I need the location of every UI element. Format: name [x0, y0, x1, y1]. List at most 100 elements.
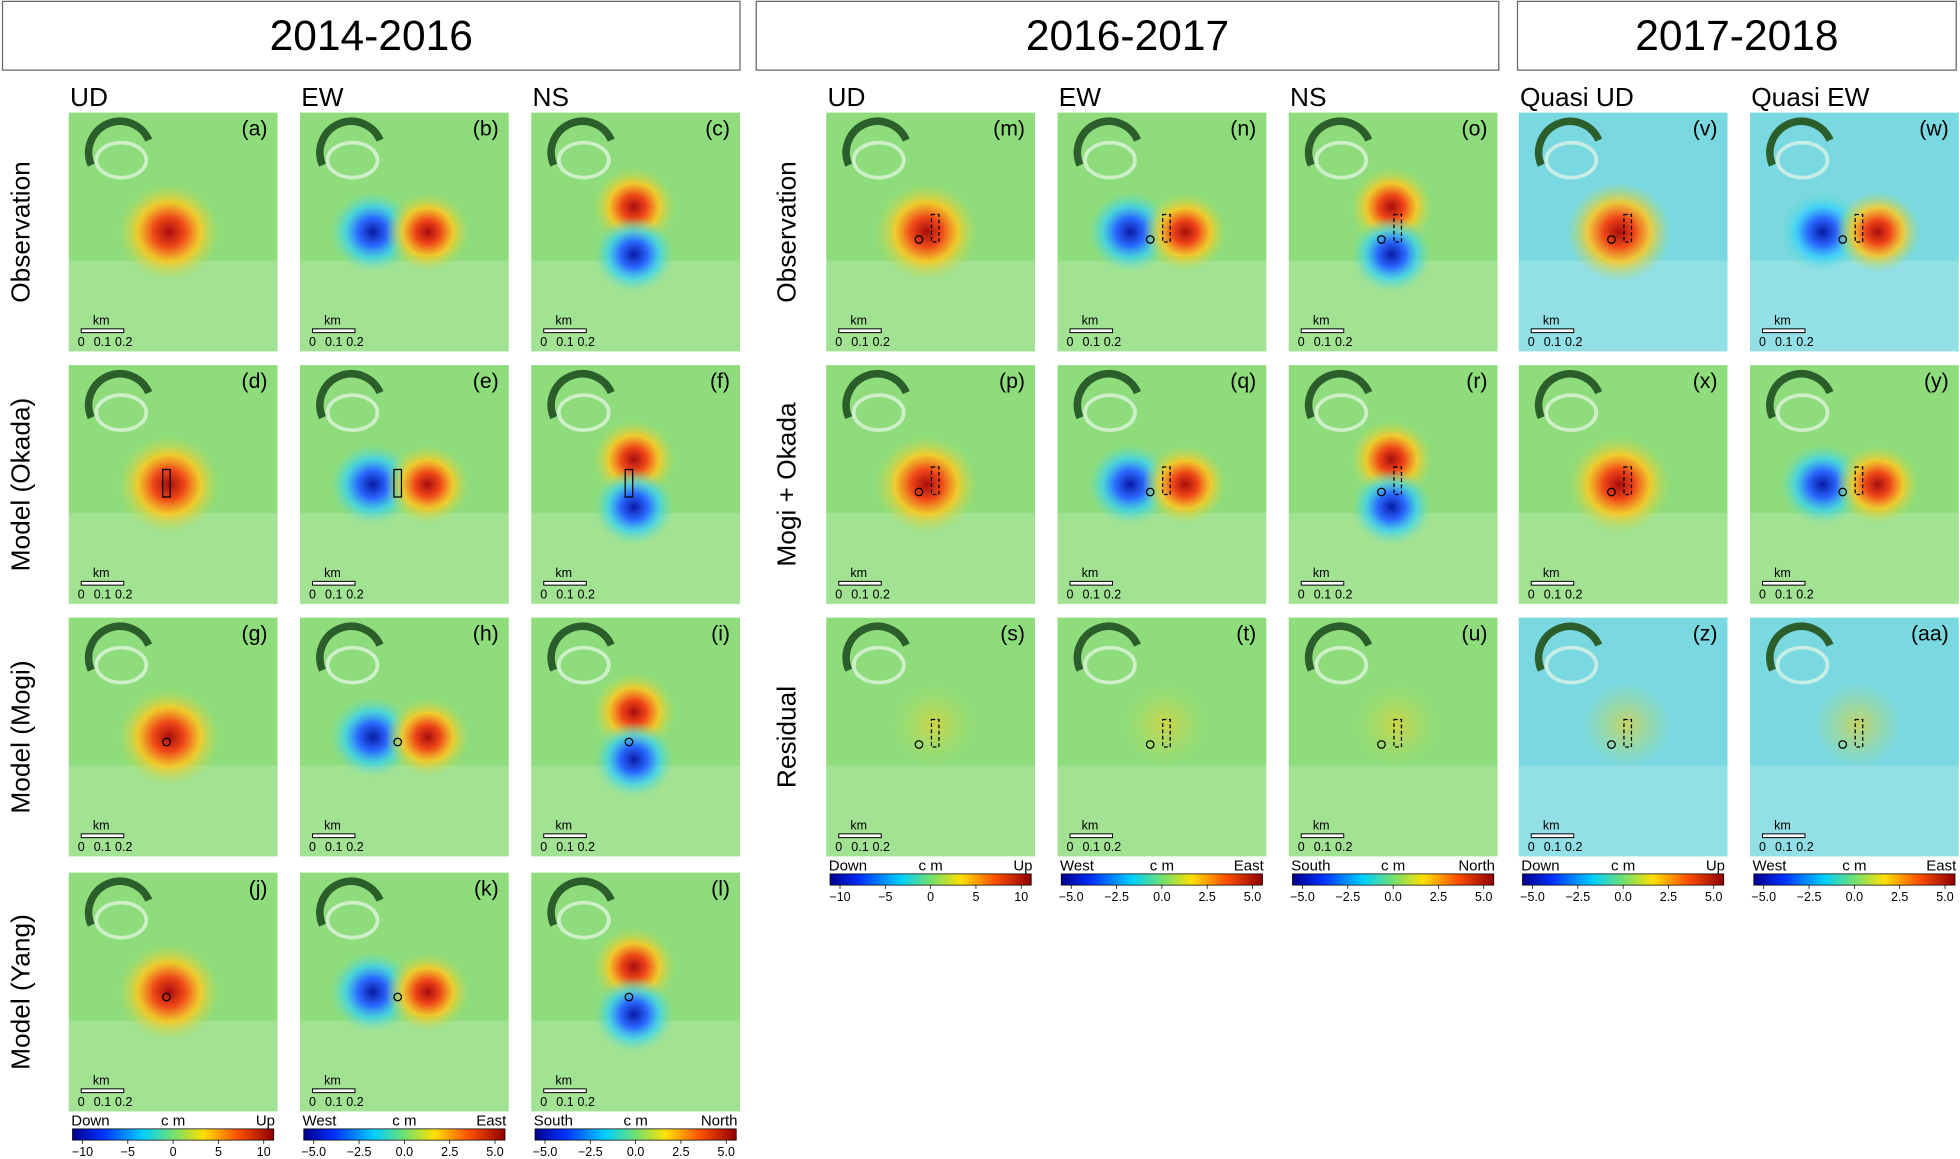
source-marker: [1162, 466, 1171, 496]
scale-tick: 0.2: [873, 587, 890, 601]
scale-tick: 0.2: [346, 840, 363, 854]
source-marker: [162, 737, 171, 747]
crater: [84, 370, 153, 420]
scale-tick: 0.1: [1314, 840, 1331, 854]
colorbar: [303, 1128, 506, 1141]
colorbar-tick-label: 2.5: [1198, 890, 1215, 904]
deformation: [1142, 191, 1228, 273]
panel-label: (s): [1000, 622, 1025, 646]
colorbar-tick-label: −2.5: [1797, 890, 1822, 904]
crater: [842, 117, 910, 167]
colorbar-tick-label: −2.5: [1565, 890, 1590, 904]
source-marker: [393, 468, 403, 498]
colorbar-unit: c m: [1842, 857, 1866, 874]
terrain-shade: [1057, 765, 1267, 857]
scale-tick: 0.1: [1083, 587, 1100, 601]
map-panel: (g) km 0 0.1 0.2: [68, 617, 278, 857]
scale-unit: km: [324, 819, 341, 833]
deformation: [593, 469, 674, 545]
colorbar-tick-label: 5.0: [718, 1145, 735, 1159]
scale-tick: 0.2: [115, 587, 132, 601]
row-label: Model (Yang): [5, 914, 35, 1070]
scale-tick: 0.2: [873, 335, 890, 349]
colorbar-tick-label: 5.0: [486, 1145, 503, 1159]
colorbar: [534, 1128, 737, 1141]
scale-bar: [1762, 833, 1806, 839]
scale-tick: 0.1: [556, 335, 573, 349]
colorbar-unit: c m: [624, 1112, 648, 1129]
colorbar-left-label: West: [303, 1112, 338, 1129]
crater: [316, 117, 384, 167]
scale-tick: 0.1: [94, 587, 111, 601]
panel-label: (m): [993, 117, 1025, 141]
source-marker: [624, 737, 634, 747]
scale-bar: [1530, 833, 1575, 839]
scale-tick: 0.2: [115, 840, 132, 854]
scale-tick: 0.2: [1565, 335, 1582, 349]
colorbar-tick-label: 0.0: [1384, 890, 1401, 904]
row-label: Model (Mogi): [5, 660, 35, 813]
scale-bar: [80, 833, 125, 839]
scale-bar: [80, 328, 125, 334]
scale-unit: km: [1082, 819, 1099, 833]
map-panel: (z) km 0 0.1 0.2: [1518, 617, 1728, 857]
crater-rim: [851, 645, 906, 685]
panel-label: (z): [1693, 622, 1718, 646]
scale-tick: 0.1: [1083, 335, 1100, 349]
crater: [547, 117, 615, 167]
scale-unit: km: [850, 314, 867, 328]
scale-tick: 0.1: [1775, 335, 1792, 349]
deformation: [116, 434, 222, 535]
colorbar-right-label: Up: [1706, 857, 1725, 874]
scale-tick: 0.1: [1314, 587, 1331, 601]
deformation: [1351, 216, 1432, 293]
terrain-shade: [300, 765, 509, 857]
scale-tick: 0.2: [1565, 840, 1582, 854]
scale-unit: km: [93, 819, 110, 833]
scale-bar: [312, 328, 356, 334]
scale-bar: [838, 328, 882, 334]
terrain-shade: [1750, 260, 1959, 352]
row-label: Observation: [5, 161, 35, 303]
panel-label: (a): [242, 117, 268, 141]
terrain-shade: [300, 1020, 509, 1112]
crater-rim: [851, 393, 906, 432]
source-marker: [624, 992, 634, 1002]
scale-tick: 0: [78, 335, 85, 349]
map-panel: (q) km 0 0.1 0.2: [1057, 365, 1267, 604]
scale-tick: 0: [309, 840, 316, 854]
colorbar-tick-label: 0: [927, 890, 934, 904]
scale-tick: 0: [1759, 840, 1766, 854]
scale-tick: 0.2: [1335, 587, 1352, 601]
crater-rim: [556, 645, 611, 685]
source-marker: [1607, 740, 1616, 749]
map-panel: (y) km 0 0.1 0.2: [1750, 365, 1959, 604]
crater: [316, 877, 384, 927]
crater: [547, 877, 615, 927]
crater-rim: [1544, 140, 1599, 180]
scale-unit: km: [93, 314, 110, 328]
panel-label: (y): [1924, 369, 1949, 393]
scale-tick: 0: [78, 587, 85, 601]
scale-tick: 0.2: [115, 335, 132, 349]
scale-unit: km: [1313, 566, 1330, 580]
source-marker: [1162, 718, 1171, 748]
source-marker: [1393, 213, 1403, 243]
map-panel: (m) km 0 0.1 0.2: [826, 112, 1035, 352]
crater: [316, 622, 384, 672]
colorbar-right-label: East: [476, 1112, 507, 1129]
crater-rim: [1083, 140, 1137, 180]
panel-label: (h): [473, 622, 499, 646]
crater-rim: [1775, 645, 1830, 685]
deformation: [385, 191, 471, 273]
scale-tick: 0.2: [1565, 587, 1582, 601]
terrain-shade: [1288, 765, 1498, 857]
source-marker: [1838, 487, 1848, 497]
source-marker: [393, 992, 403, 1002]
crater-rim: [325, 645, 380, 685]
source-marker: [930, 213, 940, 243]
scale-tick: 0.1: [94, 840, 111, 854]
scale-tick: 0.2: [578, 840, 595, 854]
header-box: [1516, 0, 1957, 71]
map-panel: (o) km 0 0.1 0.2: [1288, 112, 1498, 352]
